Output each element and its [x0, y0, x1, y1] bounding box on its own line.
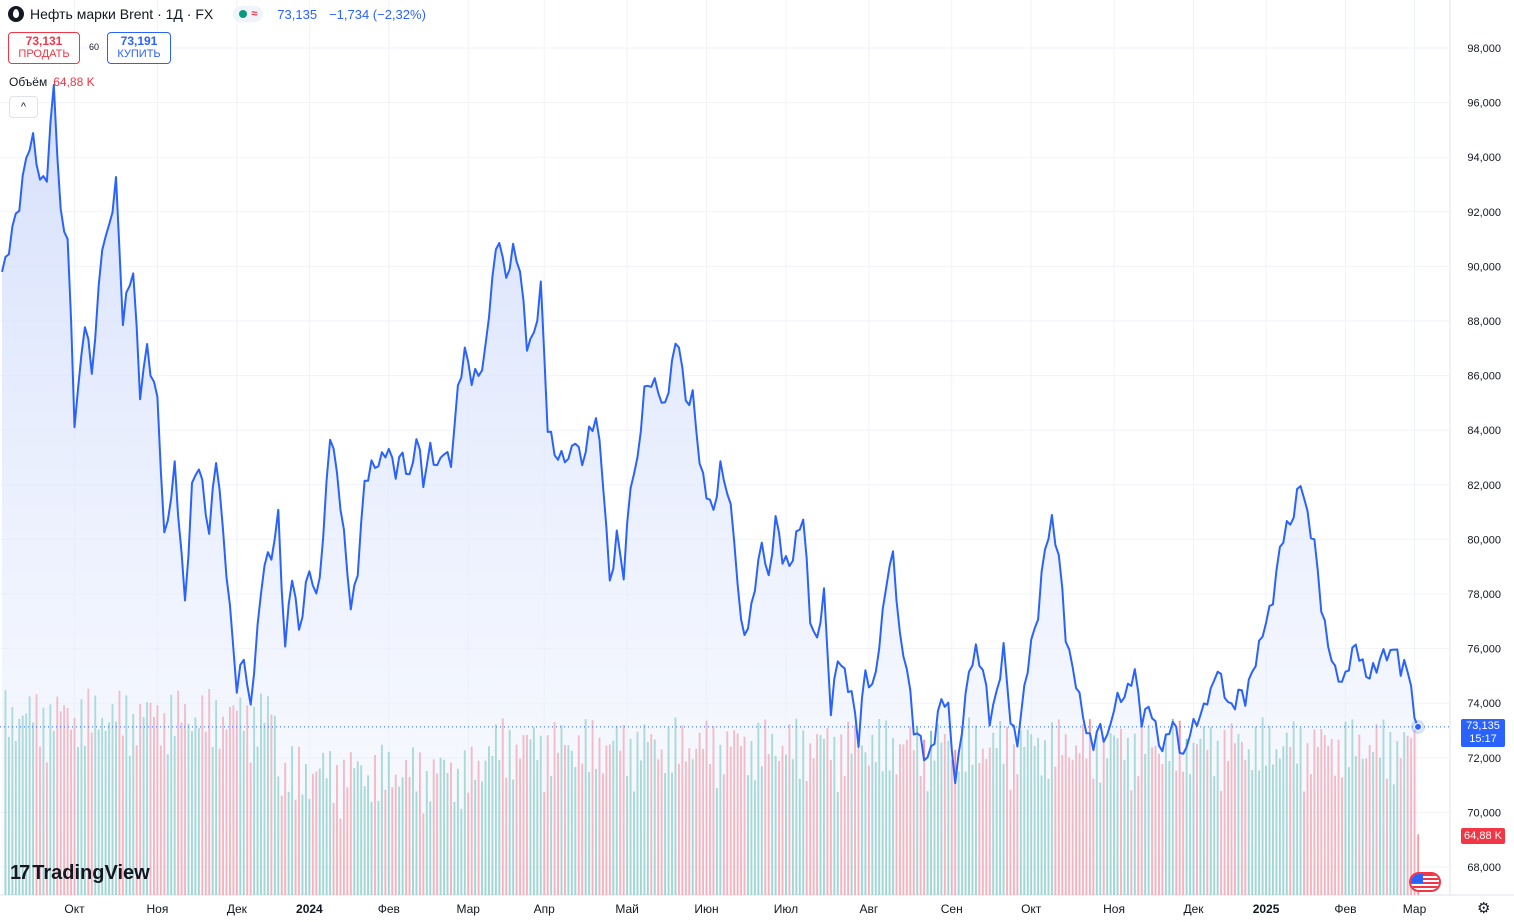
sell-label: ПРОДАТЬ: [18, 48, 70, 60]
market-status-pill[interactable]: ≈: [233, 6, 264, 22]
chevron-up-icon[interactable]: ^: [9, 96, 38, 118]
bar-countdown: 15:17: [1469, 732, 1497, 745]
time-tick-label: Ноя: [1103, 902, 1125, 916]
price-tick-label: 90,000: [1467, 261, 1501, 273]
header-last-price: 73,135: [277, 6, 318, 22]
sell-price: 73,131: [25, 34, 63, 48]
last-price-label: 73,135 15:17: [1461, 718, 1505, 747]
volume-value: 64,88 K: [53, 75, 95, 89]
time-tick-label: Дек: [227, 902, 248, 916]
time-tick-label: Окт: [1021, 902, 1042, 916]
price-axis[interactable]: 98,000 96,000 94,000 92,000 90,000 88,000 86,0…: [1467, 43, 1501, 874]
price-tick-label: 80,000: [1467, 534, 1501, 546]
price-tick-label: 98,000: [1467, 43, 1501, 55]
time-axis[interactable]: Окт Ноя Дек 2024 Фев Мар Апр Май Июн Июл Авг Сен Окт…: [64, 902, 1426, 916]
price-tick-label: 68,000: [1467, 862, 1501, 874]
time-tick-label: Июл: [774, 902, 798, 916]
price-tick-label: 78,000: [1467, 589, 1501, 601]
time-tick-label: Авг: [859, 902, 878, 916]
time-tick-label: Ноя: [146, 902, 168, 916]
buy-button[interactable]: 73,191 КУПИТЬ: [107, 32, 171, 64]
time-tick-label: Окт: [64, 902, 85, 916]
header-price-change: −1,734 (−2,32%): [329, 6, 426, 22]
chart-header: Нефть марки Brent · 1Д · FX ≈ 73,135 −1,…: [8, 6, 426, 22]
tradingview-mark-icon: 17: [10, 862, 30, 884]
price-tick-label: 72,000: [1467, 753, 1501, 765]
time-tick-label: 2024: [296, 902, 323, 916]
last-price-dot: [1414, 722, 1422, 731]
price-tick-label: 70,000: [1467, 807, 1501, 819]
area-fill: [2, 84, 1418, 895]
price-tick-label: 74,000: [1467, 698, 1501, 710]
price-tick-label: 88,000: [1467, 316, 1501, 328]
time-tick-label: Апр: [534, 902, 556, 916]
last-volume-label: 64,88 K: [1461, 828, 1505, 844]
price-tick-label: 86,000: [1467, 371, 1501, 383]
gear-icon[interactable]: ⚙: [1477, 900, 1491, 917]
time-tick-label: Мар: [1403, 902, 1427, 916]
buy-price: 73,191: [120, 34, 158, 48]
delayed-data-icon: ≈: [251, 8, 258, 20]
oil-drop-icon: [8, 6, 24, 22]
spread-value: 60: [88, 42, 99, 52]
tradingview-logo[interactable]: 17 TradingView: [10, 862, 150, 885]
price-area: [2, 84, 1418, 895]
last-price-marker: [0, 719, 1450, 734]
sell-button[interactable]: 73,131 ПРОДАТЬ: [8, 32, 80, 64]
time-tick-label: Май: [615, 902, 639, 916]
price-tick-label: 96,000: [1467, 98, 1501, 110]
price-tick-label: 82,000: [1467, 480, 1501, 492]
time-tick-label: Июн: [694, 902, 718, 916]
time-tick-label: Дек: [1183, 902, 1204, 916]
us-flag-icon[interactable]: [1409, 872, 1441, 892]
time-tick-label: Мар: [457, 902, 481, 916]
price-tick-label: 84,000: [1467, 425, 1501, 437]
last-price-value: 73,135: [1466, 719, 1500, 732]
price-tick-label: 76,000: [1467, 644, 1501, 656]
time-tick-label: Фев: [1334, 902, 1356, 916]
volume-legend[interactable]: Объём 64,88 K: [9, 75, 95, 89]
tradingview-wordmark: TradingView: [32, 862, 150, 884]
market-open-icon: [239, 10, 248, 18]
symbol-title[interactable]: Нефть марки Brent · 1Д · FX: [30, 6, 214, 22]
series-line: [1, 83, 1419, 785]
buy-label: КУПИТЬ: [117, 48, 161, 60]
price-tick-label: 92,000: [1467, 207, 1501, 219]
volume-label: Объём: [9, 75, 48, 89]
time-tick-label: 2025: [1253, 902, 1280, 916]
time-tick-label: Фев: [378, 902, 400, 916]
time-tick-label: Сен: [941, 902, 963, 916]
price-tick-label: 94,000: [1467, 152, 1501, 164]
price-line: [1, 83, 1419, 785]
